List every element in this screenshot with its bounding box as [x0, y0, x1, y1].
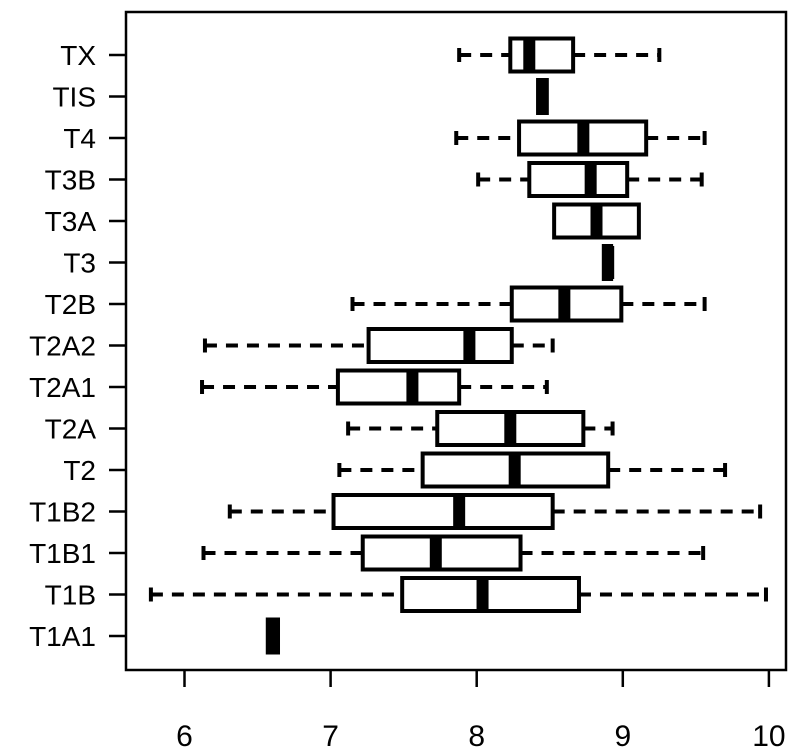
- box-t4: [454, 119, 707, 157]
- box-iqr: [527, 161, 630, 198]
- category-label: T3A: [45, 206, 97, 237]
- category-label: T2: [63, 455, 96, 486]
- box-t2b: [350, 285, 707, 323]
- box-t2: [337, 451, 728, 489]
- x-tick-label: 10: [752, 720, 785, 753]
- box-t3: [601, 244, 615, 281]
- category-label: T1B: [45, 580, 96, 611]
- category-label: TIS: [52, 82, 96, 113]
- category-label: T2A1: [29, 372, 96, 403]
- category-label: T1B1: [29, 538, 96, 569]
- y-axis: TX TIS T4 T3B T3A T3 T2B T2A2 T2A1 T2A T2 T1B2 T1B1 T…: [29, 40, 126, 652]
- box-t2a: [346, 410, 615, 447]
- box-t3a: [552, 202, 641, 240]
- box-iqr: [335, 368, 462, 406]
- box-tx: [457, 36, 662, 74]
- box-t2a1: [200, 368, 549, 406]
- x-axis: 6 7 8 9 10: [176, 670, 786, 753]
- box-iqr: [331, 493, 555, 530]
- box-t2a2: [202, 327, 555, 364]
- category-label: T3B: [45, 165, 96, 196]
- x-tick-label: 6: [176, 720, 193, 753]
- boxes-layer: [148, 36, 768, 655]
- box-iqr: [400, 576, 581, 613]
- box-tis: [536, 78, 549, 115]
- box-iqr: [508, 36, 576, 74]
- box-t1b1: [201, 534, 706, 572]
- x-tick-label: 9: [614, 720, 631, 753]
- category-label: T4: [63, 123, 96, 154]
- category-label: T3: [63, 248, 96, 279]
- category-label: T2A: [45, 414, 97, 445]
- box-t1a1: [265, 617, 281, 655]
- box-t1b2: [227, 493, 763, 530]
- box-t3b: [476, 161, 704, 198]
- plot-frame: [124, 10, 788, 672]
- category-label: T1B2: [29, 497, 96, 528]
- x-tick-label: 8: [468, 720, 485, 753]
- category-label: T2A2: [29, 331, 96, 362]
- category-label: TX: [60, 40, 96, 71]
- box-t1b: [148, 576, 768, 613]
- box-iqr: [366, 327, 514, 364]
- category-label: T1A1: [29, 621, 96, 652]
- x-tick-label: 7: [322, 720, 339, 753]
- category-label: T2B: [45, 289, 96, 320]
